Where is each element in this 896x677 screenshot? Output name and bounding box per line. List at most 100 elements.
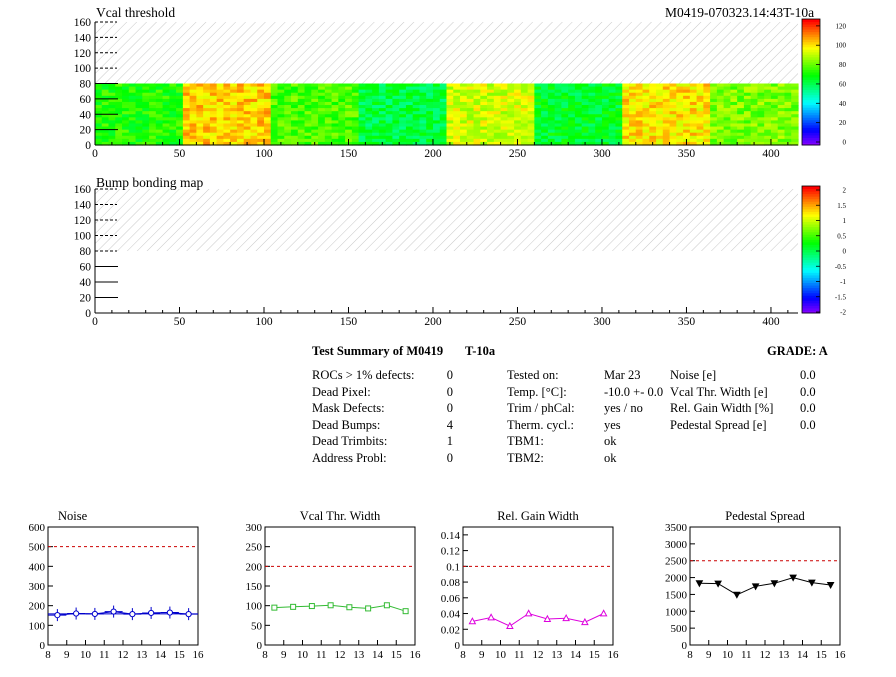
data-point	[346, 604, 353, 611]
x-tick-label: 400	[762, 148, 780, 160]
width-stat-value: 0.0	[800, 384, 816, 399]
defect-label: Dead Trimbits:	[312, 434, 388, 449]
palette-tick-label: -2	[840, 309, 846, 317]
test-info-value: ok	[604, 434, 617, 449]
y-tick-label: 600	[29, 522, 46, 534]
x-tick-label: 250	[509, 148, 527, 160]
y-tick-label: 1500	[665, 589, 688, 601]
defect-value: 0	[446, 368, 453, 382]
vcal-threshold-title: Vcal threshold	[96, 5, 176, 20]
test-info-value: ok	[604, 451, 617, 465]
y-tick-label: 50	[251, 620, 263, 632]
width-stat-value: 0.0	[800, 368, 816, 382]
chart-title: Rel. Gain Width	[497, 509, 579, 523]
y-tick-label: 250	[246, 542, 263, 554]
y-tick-label: 3500	[665, 522, 688, 534]
y-tick-label: 400	[29, 561, 46, 573]
data-point	[695, 580, 704, 588]
empty-region-hatch	[95, 189, 798, 251]
chart-title: Noise	[58, 509, 88, 523]
x-tick-label: 13	[778, 649, 790, 661]
y-tick-label: 60	[80, 94, 92, 106]
test-info-value: -10.0 +- 0.0	[604, 384, 664, 399]
y-tick-label: 40	[80, 109, 92, 121]
x-tick-label: 350	[678, 148, 696, 160]
x-tick-label: 300	[593, 148, 611, 160]
palette-tick-label: 120	[836, 22, 847, 30]
data-point	[91, 610, 98, 618]
y-tick-label: 100	[246, 601, 263, 613]
palette-tick-label: 40	[839, 100, 847, 108]
y-tick-label: 0.1	[446, 561, 460, 573]
summary-tag: T-10a	[465, 344, 496, 358]
chart-panel: Pedestal Spread 0 500 1000 1500 2000 2500 3000 3…	[642, 505, 857, 677]
test-info-label: Therm. cycl.:	[507, 417, 574, 432]
y-tick-label: 20	[80, 293, 92, 305]
series-line	[699, 577, 831, 596]
data-point	[599, 609, 608, 617]
x-tick-label: 12	[118, 649, 129, 661]
data-point	[327, 602, 334, 609]
defect-label: Address Probl:	[312, 451, 387, 465]
y-tick-label: 2000	[665, 573, 688, 585]
y-tick-label: 0.08	[441, 577, 461, 589]
chart-title: Pedestal Spread	[725, 509, 805, 523]
data-point	[290, 603, 297, 610]
palette-tick-label: -1	[840, 278, 846, 286]
defect-value: 1	[446, 434, 453, 449]
empty-region-hatch	[95, 22, 798, 84]
y-tick-label: 0.12	[441, 546, 460, 558]
grade: GRADE: A	[767, 344, 828, 358]
x-tick-label: 14	[797, 649, 809, 661]
data-point	[308, 603, 315, 610]
defect-label: Dead Bumps:	[312, 417, 381, 432]
x-tick-label: 15	[816, 649, 828, 661]
x-tick-label: 9	[706, 649, 712, 661]
vcal-threshold-panel: 0 20 40 60 80 100 120 140 160 0 50 100 150 200 250 300 3…	[0, 0, 896, 170]
summary-title: Test Summary of M0419	[312, 344, 444, 358]
x-tick-label: 11	[316, 649, 327, 661]
chart-title: Vcal Thr. Width	[300, 509, 381, 523]
x-tick-label: 9	[281, 649, 287, 661]
data-point	[733, 591, 741, 599]
defect-label: Dead Pixel:	[312, 384, 371, 399]
bump-bonding-title: Bump bonding map	[96, 175, 204, 190]
chart-panel: Rel. Gain Width 0 0.02 0.04 0.06 0.08 0.1 0.12 0…	[415, 505, 630, 677]
x-tick-label: 15	[589, 649, 601, 661]
y-tick-label: 300	[246, 522, 263, 534]
x-tick-label: 0	[92, 148, 98, 160]
y-tick-label: 100	[74, 63, 92, 75]
x-tick-label: 14	[570, 649, 582, 661]
y-tick-label: 0	[40, 640, 46, 652]
width-stat-label: Vcal Thr. Width [e]	[670, 384, 768, 399]
width-stat-label: Pedestal Spread [e]	[670, 417, 767, 432]
x-tick-label: 10	[297, 649, 309, 661]
data-point	[714, 580, 722, 588]
data-point	[468, 617, 477, 625]
defect-value: 0	[446, 451, 453, 465]
chart-svg: Pedestal Spread 0 500 1000 1500 2000 2500 3000 3…	[665, 509, 846, 661]
y-tick-label: 500	[671, 623, 688, 635]
defect-label: ROCs > 1% defects:	[312, 368, 415, 382]
palette-tick-label: 20	[839, 119, 847, 127]
y-tick-label: 140	[74, 200, 92, 212]
y-tick-label: 60	[80, 262, 92, 274]
color-palette: -2 -1.5 -1 -0.5 0 0.5 1 1.5 2	[801, 185, 847, 317]
palette-tick-label: 60	[839, 80, 847, 88]
x-tick-label: 300	[593, 316, 611, 328]
width-stat-value: 0.0	[800, 401, 816, 416]
y-tick-label: 160	[74, 17, 92, 29]
defect-value: 4	[446, 417, 453, 432]
x-tick-label: 8	[45, 649, 51, 661]
y-tick-label: 0.02	[441, 624, 460, 636]
x-tick-label: 100	[255, 316, 273, 328]
y-tick-label: 120	[74, 48, 92, 60]
x-tick-label: 350	[678, 316, 696, 328]
color-palette: 0 20 40 60 80 100 120	[801, 18, 847, 147]
x-tick-label: 11	[99, 649, 110, 661]
data-point	[506, 621, 514, 630]
x-tick-label: 10	[722, 649, 734, 661]
data-point	[789, 574, 797, 582]
series-line	[472, 612, 604, 627]
